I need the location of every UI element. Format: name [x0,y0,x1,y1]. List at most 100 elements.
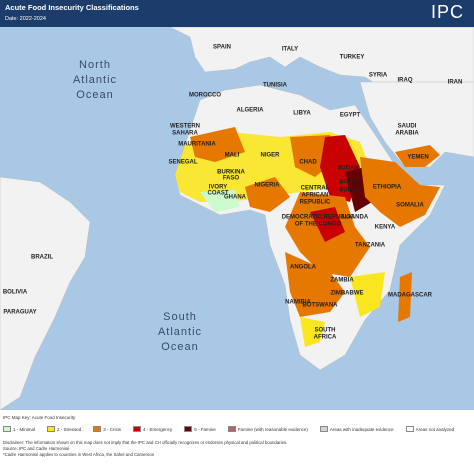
legend-swatch [3,426,11,432]
country-label: BOTSWANA [303,303,339,309]
country-label: SPAIN [213,45,231,51]
country-label: NIGERIA [254,183,280,189]
title: Acute Food Insecurity Classifications [5,3,139,12]
country-label: BRAZIL [31,255,53,261]
country-label: GHANA [224,195,247,201]
country-label: FASO [223,176,240,182]
country-label: EGYPT [340,113,361,119]
country-label: SUDAN [337,166,358,172]
ocean-label: Ocean [161,341,198,353]
country-label: WESTERN [170,124,200,130]
country-label: ALGERIA [237,108,265,114]
country-label: LIBYA [293,111,311,117]
legend-item: Famine (with reasonable evidence) [227,426,308,432]
legend-swatch [319,426,328,432]
footer-line: *Cadre Harmonisé applies to countries in… [3,452,155,457]
legend-item: 1 - Minimal [3,426,35,432]
legend-label: 4 - Emergency [143,426,173,432]
yemen-area [395,145,440,167]
country-label: AFRICAN [302,193,329,199]
country-label: NIGER [260,153,280,159]
country-label: SOUTH [340,180,361,186]
drc-emergency [310,207,345,242]
south [300,317,325,347]
country-label: TURKEY [340,55,365,61]
country-label: SENEGAL [168,160,197,166]
country-label: MAURITANIA [178,142,216,148]
legend-swatch [47,426,56,432]
legend-label: Areas not analyzed [415,426,455,432]
legend-label: Famine (with reasonable evidence) [237,426,308,432]
country-label: CHAD [299,160,317,166]
mozambique [350,272,385,317]
ocean-label: South [163,311,197,323]
legend-item: 4 - Emergency [133,426,172,432]
country-label: DEMOCRATIC REPUBLIC [282,215,355,221]
legend-item: 3 - Crisis [93,426,121,432]
footer-line: Disclaimer: The information shown on thi… [3,440,288,445]
legend-item: Areas with inadequate evidence [319,426,394,432]
country-label: ANGOLA [290,265,317,271]
legend-label: 2 - Stressed [57,426,82,432]
country-label: SAHARA [172,131,198,137]
legend-swatch [93,426,102,432]
logo: IPC [430,2,464,22]
madagascar [398,272,412,322]
country-label: ETHIOPIA [373,185,402,191]
ocean-label: Atlantic [158,326,202,338]
country-label: ITALY [282,47,298,53]
legend-swatch [405,426,414,432]
footer: Disclaimer: The information shown on thi… [3,440,287,458]
country-label: YEMEN [407,155,428,161]
map: North Atlantic Ocean SPAIN ITALY TURKEY SYRIA I… [0,27,474,410]
ocean-label: Atlantic [73,74,117,86]
legend-label: 3 - Crisis [103,426,122,432]
country-label: REPUBLIC [300,200,331,206]
horn [360,157,440,227]
country-label: OF THE CONGO [295,222,342,228]
country-label: COAST [208,191,229,197]
country-label: ARABIA [395,131,419,137]
country-label: SUDAN [339,188,360,194]
country-label: IRAN [448,80,463,86]
country-label: UGANDA [342,215,369,221]
arabia [359,81,474,168]
legend-item: 5 - Famine [184,426,216,432]
legend: IPC Map Key: Acute Food Insecurity 1 - M… [0,410,474,469]
legend-swatch [133,426,142,432]
country-label: TANZANIA [355,243,386,249]
legend-items: 1 - Minimal 2 - Stressed 3 - Crisis 4 - Eme… [3,426,473,432]
nigeria [245,177,290,212]
legend-label: 1 - Minimal [13,426,36,432]
country-label: PARAGUAY [3,310,36,316]
country-label: ZIMBABWE [331,291,364,297]
legend-label: 5 - Famine [194,426,216,432]
country-label: MADAGASCAR [388,293,433,299]
country-label: AFRICA [314,335,337,341]
west-coast [200,190,240,212]
country-label: SYRIA [369,73,388,79]
country-label: NAMIBIA [285,300,311,306]
country-label: SOUTH [315,328,336,334]
country-label: TUNISIA [263,83,288,89]
legend-swatch [184,426,193,432]
ocean-label: Ocean [76,89,113,101]
legend-swatch [227,426,236,432]
south-america [0,176,91,410]
legend-item: 2 - Stressed [47,426,81,432]
header: Acute Food Insecurity Classifications Da… [0,0,474,27]
country-label: BURKINA [217,170,245,176]
country-label: KENYA [375,225,396,231]
mauritania-mali [190,127,245,162]
country-label: CENTRAL [301,186,330,192]
angola-namibia [285,252,345,317]
country-label: MALI [225,153,240,159]
country-label: BOLIVIA [3,290,28,296]
legend-label: Areas with inadequate evidence [329,426,394,432]
country-label: IRAQ [398,78,413,84]
country-label: SOMALIA [396,203,424,209]
legend-title: IPC Map Key: Acute Food Insecurity [3,415,76,420]
country-label: IVORY [209,185,227,191]
legend-item: Areas not analyzed [405,426,455,432]
